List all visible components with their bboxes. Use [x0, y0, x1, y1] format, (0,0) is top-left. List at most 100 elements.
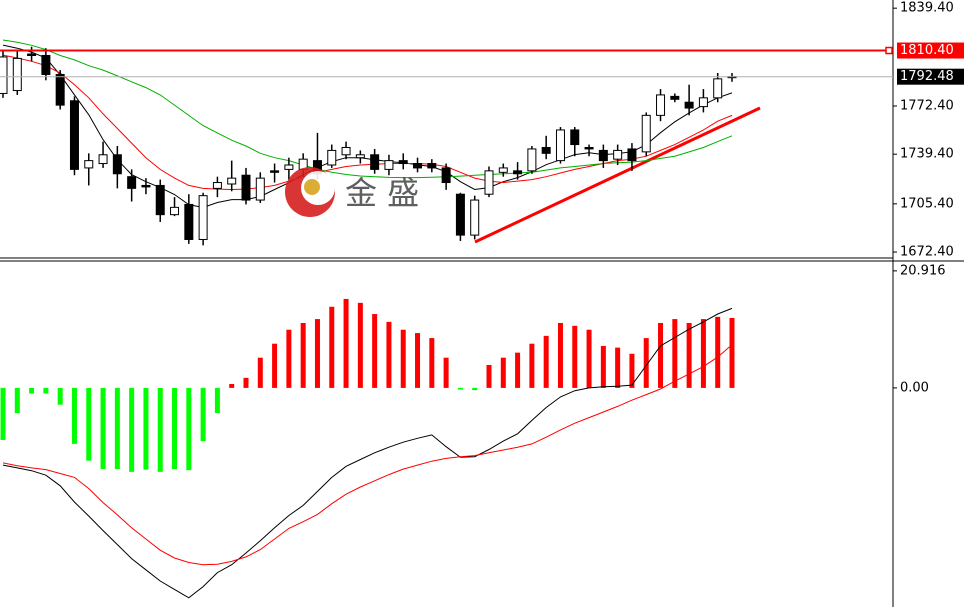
candle-body [527, 148, 537, 172]
candle-body [227, 177, 237, 185]
candle-body [427, 163, 437, 169]
histogram-bar [200, 387, 206, 442]
macd-line [2, 344, 733, 566]
histogram-bar [443, 357, 449, 388]
candle-body [398, 160, 408, 165]
candle-body [212, 182, 222, 189]
histogram-bar [214, 387, 220, 414]
histogram-bar [172, 387, 178, 470]
histogram-bar [300, 322, 306, 388]
candle-body [184, 203, 194, 240]
histogram-bar [186, 387, 192, 471]
moving-average [2, 39, 733, 179]
histogram-bar [429, 338, 435, 388]
histogram-bar [643, 338, 649, 388]
candle-body [670, 95, 680, 100]
y-tick-label: 1772.40 [900, 99, 954, 114]
histogram-bar [243, 377, 249, 388]
histogram-bar [286, 329, 292, 388]
candle-body [198, 195, 208, 240]
histogram-bar [543, 335, 549, 388]
candle-body [555, 129, 565, 162]
candle-body [641, 114, 651, 153]
candle-body [155, 184, 165, 216]
histogram-bar [257, 357, 263, 388]
candle-body [684, 101, 694, 109]
histogram-bar [329, 306, 335, 388]
candle-body [455, 193, 465, 236]
candle-body [69, 100, 79, 170]
candle-body [355, 154, 365, 159]
candle-body [513, 170, 523, 175]
candle-body [141, 184, 151, 188]
histogram-bar [557, 322, 563, 388]
last-price-label: 1792.48 [900, 69, 954, 84]
candle-body [327, 149, 337, 166]
histogram-bar [515, 352, 521, 388]
y-tick-label: 1839.40 [900, 1, 954, 16]
histogram-bar [572, 325, 578, 388]
y-tick-label: 1705.40 [900, 196, 954, 211]
candle-body [613, 149, 623, 160]
histogram-bar [386, 321, 392, 388]
histogram-bar [729, 317, 735, 388]
histogram-bar [529, 343, 535, 388]
candle-body [656, 94, 666, 116]
candle-body [413, 163, 423, 169]
candle-body [384, 160, 394, 170]
hline-label-box [897, 42, 964, 59]
moving-average [2, 44, 733, 209]
histogram-bar [486, 364, 492, 388]
candle-body [470, 199, 480, 236]
histogram-bar [715, 316, 721, 388]
candle-body [627, 148, 637, 162]
candle-body [541, 146, 551, 154]
histogram-bar [472, 387, 478, 391]
histogram-bar [586, 329, 592, 388]
last-price-box [897, 68, 964, 85]
candle-body [598, 149, 608, 162]
histogram-bar [229, 383, 235, 388]
histogram-bar [129, 387, 135, 472]
histogram-bar [457, 387, 463, 390]
candle-body [84, 160, 94, 169]
candle-body [498, 167, 508, 173]
histogram-bar [357, 302, 363, 388]
histogram-bar [700, 319, 706, 388]
histogram-bar [29, 387, 35, 394]
candle-body [698, 97, 708, 108]
candle-body [270, 170, 280, 173]
histogram-bar [658, 322, 664, 388]
histogram-bar [672, 319, 678, 388]
candle-body [27, 53, 37, 56]
histogram-bar [500, 357, 506, 388]
candle-body [713, 78, 723, 99]
candle-body [0, 56, 8, 94]
histogram-bar [686, 322, 692, 388]
y-tick-label: 1739.40 [900, 147, 954, 162]
histogram-bar [314, 319, 320, 388]
watermark-logo [285, 167, 335, 217]
histogram-bar [100, 387, 106, 470]
moving-average [2, 54, 733, 191]
histogram-bar [43, 387, 49, 394]
histogram-bar [629, 353, 635, 388]
y-tick-label: 0.00 [900, 380, 929, 395]
candle-body [170, 206, 180, 216]
candle-body [12, 57, 22, 92]
candle-body [127, 176, 137, 189]
y-tick-label: 1672.40 [900, 245, 954, 260]
candle-body [484, 170, 494, 195]
candle-body [341, 146, 351, 156]
histogram-bar [615, 347, 621, 388]
candle-body [570, 129, 580, 146]
histogram-bar [86, 387, 92, 461]
y-tick-label: 20.916 [900, 263, 946, 278]
histogram-bar [114, 387, 120, 470]
histogram-bar [14, 387, 20, 414]
histogram-bar [272, 343, 278, 388]
candle-body [98, 154, 108, 165]
candle-body [284, 164, 294, 170]
macd-line [2, 307, 733, 599]
